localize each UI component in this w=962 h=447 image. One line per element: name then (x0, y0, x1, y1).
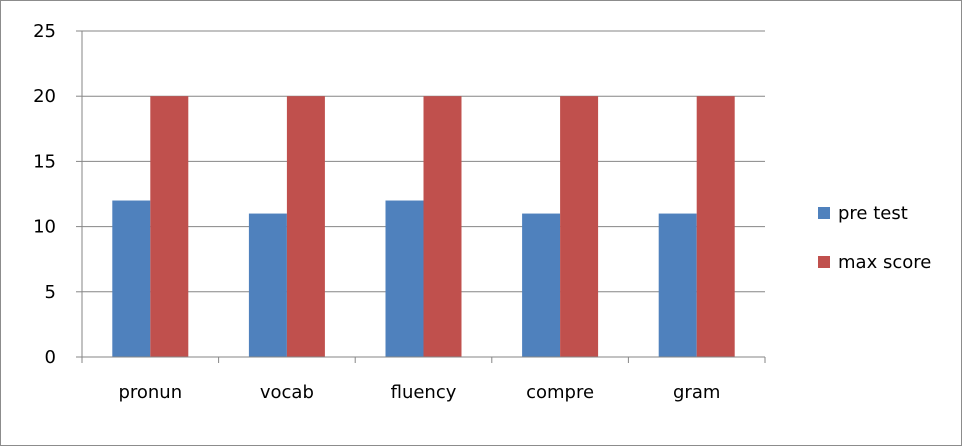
y-tick-label: 10 (33, 217, 56, 238)
legend: pre test max score (818, 203, 931, 273)
bar-pre-test-vocab (248, 213, 287, 357)
legend-swatch-max-score (818, 256, 830, 268)
x-category-label: pronun (118, 382, 182, 403)
y-tick-label: 20 (33, 86, 56, 107)
bar-pre-test-fluency (385, 200, 424, 357)
legend-label: pre test (838, 203, 908, 224)
legend-label: max score (838, 252, 931, 273)
legend-swatch-pre-test (818, 207, 830, 219)
bar-max-score-fluency (423, 96, 462, 357)
y-tick-label: 0 (45, 347, 56, 368)
bar-pre-test-pronun (112, 200, 151, 357)
x-category-label: compre (526, 382, 594, 403)
x-category-label: fluency (391, 382, 457, 403)
y-axis-tick-labels: 0 5 10 15 20 25 (33, 21, 56, 368)
y-tick-label: 5 (45, 282, 56, 303)
bar-max-score-gram (696, 96, 735, 357)
axes (76, 30, 766, 363)
y-tick-label: 15 (33, 151, 56, 172)
bar-max-score-vocab (286, 96, 325, 357)
y-tick-label: 25 (33, 21, 56, 42)
bar-max-score-compre (560, 96, 599, 357)
bar-max-score-pronun (150, 96, 189, 357)
bar-pre-test-gram (658, 213, 697, 357)
x-category-label: gram (673, 382, 720, 403)
x-category-label: vocab (260, 382, 314, 403)
bar-pre-test-compre (522, 213, 561, 357)
bars (112, 96, 735, 357)
x-axis-category-labels: pronun vocab fluency compre gram (118, 382, 720, 403)
